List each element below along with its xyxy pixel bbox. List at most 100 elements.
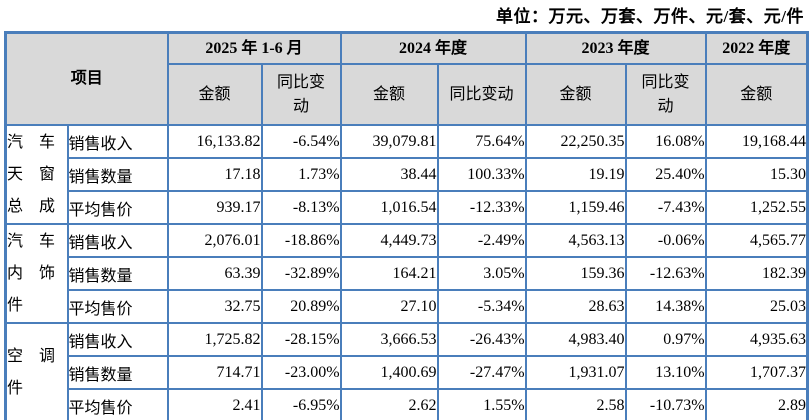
value-cell: 1.55% xyxy=(436,388,527,420)
table-row: 汽 车 内 饰 件 销售收入 2,076.01 -18.86% 4,449.73… xyxy=(4,223,809,324)
value-cell: -18.86% xyxy=(260,223,342,258)
value-cell: 27.10 xyxy=(339,289,439,324)
row-label: 销售数量 xyxy=(66,256,169,291)
unit-note: 单位：万元、万套、万件、元/套、元/件 xyxy=(496,7,804,26)
row-label: 销售收入 xyxy=(66,223,169,258)
col-header-2023-yoy: 同比变 动 xyxy=(624,63,707,126)
value-cell: 4,449.73 xyxy=(339,223,439,258)
row-label: 平均售价 xyxy=(66,190,169,225)
value-cell: 1,725.82 xyxy=(166,322,263,357)
value-cell: 1.73% xyxy=(260,157,342,192)
col-header-2024-yoy: 同比变动 xyxy=(436,63,527,126)
value-cell: 4,563.13 xyxy=(524,223,627,258)
value-cell: 15.30 xyxy=(704,157,809,192)
col-header-item: 项目 xyxy=(4,31,169,126)
value-cell: 4,565.77 xyxy=(704,223,809,258)
value-cell: 1,400.69 xyxy=(339,355,439,390)
value-cell: 16.08% xyxy=(624,124,707,159)
value-cell: -7.43% xyxy=(624,190,707,225)
value-cell: 25.03 xyxy=(704,289,809,324)
value-cell: 2,076.01 xyxy=(166,223,263,258)
table-row: 平均售价 939.17 -8.13% 1,016.54 -12.33% 1,15… xyxy=(6,190,809,225)
value-cell: 32.75 xyxy=(166,289,263,324)
value-cell: 19.19 xyxy=(524,157,627,192)
value-cell: 3.05% xyxy=(436,256,527,291)
row-label: 平均售价 xyxy=(66,289,169,324)
value-cell: -12.33% xyxy=(436,190,527,225)
row-label: 销售收入 xyxy=(66,322,169,357)
value-cell: 17.18 xyxy=(166,157,263,192)
table-row: 平均售价 32.75 20.89% 27.10 -5.34% 28.63 14.… xyxy=(6,289,809,324)
value-cell: -27.47% xyxy=(436,355,527,390)
table-row: 汽 车 天 窗 总 成 销售收入 16,133.82 -6.54% 39,079… xyxy=(4,124,809,225)
value-cell: 939.17 xyxy=(166,190,263,225)
value-cell: 75.64% xyxy=(436,124,527,159)
row-label: 销售数量 xyxy=(66,355,169,390)
table-row: 销售数量 17.18 1.73% 38.44 100.33% 19.19 25.… xyxy=(6,157,809,192)
value-cell: 2.58 xyxy=(524,388,627,420)
value-cell: 28.63 xyxy=(524,289,627,324)
value-cell: -23.00% xyxy=(260,355,342,390)
col-header-2024: 2024 年度 xyxy=(339,31,527,65)
value-cell: 22,250.35 xyxy=(524,124,627,159)
col-header-2025: 2025 年 1-6 月 xyxy=(166,31,342,65)
value-cell: 16,133.82 xyxy=(166,124,263,159)
value-cell: 0.97% xyxy=(624,322,707,357)
value-cell: 1,931.07 xyxy=(524,355,627,390)
col-header-2024-amount: 金额 xyxy=(339,63,439,126)
value-cell: -32.89% xyxy=(260,256,342,291)
col-header-2023-amount: 金额 xyxy=(524,63,627,126)
col-header-2025-yoy: 同比变 动 xyxy=(260,63,342,126)
header-row-periods: 项目 2025 年 1-6 月 2024 年度 2023 年度 2022 年度 xyxy=(4,31,809,126)
table-row: 空 调 件 销售收入 1,725.82 -28.15% 3,666.53 -26… xyxy=(4,322,809,420)
row-label: 销售收入 xyxy=(66,124,169,159)
table-row: 销售数量 714.71 -23.00% 1,400.69 -27.47% 1,9… xyxy=(6,355,809,390)
value-cell: 1,252.55 xyxy=(704,190,809,225)
value-cell: 182.39 xyxy=(704,256,809,291)
value-cell: 38.44 xyxy=(339,157,439,192)
value-cell: 1,707.37 xyxy=(704,355,809,390)
value-cell: 100.33% xyxy=(436,157,527,192)
value-cell: 2.62 xyxy=(339,388,439,420)
group-label-sunroof: 汽 车 天 窗 总 成 xyxy=(4,124,69,225)
value-cell: 714.71 xyxy=(166,355,263,390)
col-header-2022: 2022 年度 xyxy=(704,31,809,65)
table-row: 销售数量 63.39 -32.89% 164.21 3.05% 159.36 -… xyxy=(6,256,809,291)
header-row-metrics: 金额 同比变 动 金额 同比变动 金额 同比变 动 金额 xyxy=(6,63,809,126)
value-cell: -12.63% xyxy=(624,256,707,291)
value-cell: 2.41 xyxy=(166,388,263,420)
table-row: 平均售价 2.41 -6.95% 2.62 1.55% 2.58 -10.73%… xyxy=(6,388,809,420)
value-cell: 3,666.53 xyxy=(339,322,439,357)
financial-table: 项目 2025 年 1-6 月 2024 年度 2023 年度 2022 年度 … xyxy=(4,31,810,420)
value-cell: -8.13% xyxy=(260,190,342,225)
value-cell: -6.54% xyxy=(260,124,342,159)
group-label-interior: 汽 车 内 饰 件 xyxy=(4,223,69,324)
value-cell: -6.95% xyxy=(260,388,342,420)
value-cell: 39,079.81 xyxy=(339,124,439,159)
value-cell: 1,159.46 xyxy=(524,190,627,225)
value-cell: 1,016.54 xyxy=(339,190,439,225)
value-cell: -10.73% xyxy=(624,388,707,420)
row-label: 平均售价 xyxy=(66,388,169,420)
value-cell: 4,935.63 xyxy=(704,322,809,357)
value-cell: 19,168.44 xyxy=(704,124,809,159)
col-header-2025-amount: 金额 xyxy=(166,63,263,126)
value-cell: 159.36 xyxy=(524,256,627,291)
value-cell: 2.89 xyxy=(704,388,809,420)
value-cell: 63.39 xyxy=(166,256,263,291)
value-cell: -26.43% xyxy=(436,322,527,357)
col-header-2022-amount: 金额 xyxy=(704,63,809,126)
value-cell: 13.10% xyxy=(624,355,707,390)
value-cell: 20.89% xyxy=(260,289,342,324)
value-cell: 14.38% xyxy=(624,289,707,324)
col-header-2023: 2023 年度 xyxy=(524,31,707,65)
value-cell: -2.49% xyxy=(436,223,527,258)
value-cell: 25.40% xyxy=(624,157,707,192)
value-cell: -28.15% xyxy=(260,322,342,357)
value-cell: 4,983.40 xyxy=(524,322,627,357)
value-cell: -0.06% xyxy=(624,223,707,258)
value-cell: 164.21 xyxy=(339,256,439,291)
row-label: 销售数量 xyxy=(66,157,169,192)
group-label-ac-parts: 空 调 件 xyxy=(4,322,69,420)
